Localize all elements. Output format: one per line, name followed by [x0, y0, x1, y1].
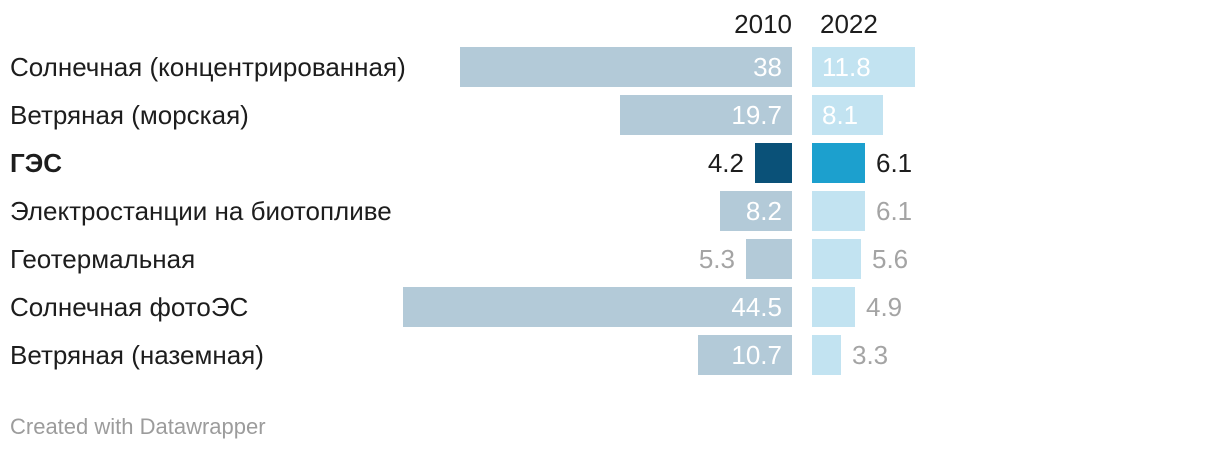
- value-2010: 38: [753, 52, 782, 82]
- value-2022: 4.9: [866, 292, 903, 322]
- category-label: Ветряная (морская): [10, 100, 249, 130]
- bar-2010: [698, 335, 792, 375]
- bar-2022: [812, 335, 841, 375]
- category-label: Электростанции на биотопливе: [10, 196, 392, 226]
- bar-2022: [812, 287, 855, 327]
- bar-2022: [812, 191, 865, 231]
- category-label: Геотермальная: [10, 244, 196, 274]
- chart-row: Ветряная (наземная) 10.7 3.3: [0, 335, 1220, 375]
- value-2010: 19.7: [731, 100, 782, 130]
- bar-2010: [746, 239, 792, 279]
- bar-2022: [812, 47, 915, 87]
- value-2022: 11.8: [822, 52, 871, 82]
- chart-row: Солнечная фотоЭС 44.5 4.9: [0, 287, 1220, 327]
- bar-2010: [620, 95, 792, 135]
- bar-2022: [812, 95, 883, 135]
- category-label: ГЭС: [10, 148, 63, 178]
- category-label: Солнечная фотоЭС: [10, 292, 249, 322]
- chart-row: Ветряная (морская) 19.7 8.1: [0, 95, 1220, 135]
- value-2022: 3.3: [852, 340, 889, 370]
- category-label: Ветряная (наземная): [10, 340, 264, 370]
- column-header-2022: 2022: [820, 9, 878, 39]
- value-2010: 4.2: [707, 148, 744, 178]
- value-2022: 5.6: [872, 244, 909, 274]
- bar-2010: [460, 47, 792, 87]
- value-2022: 6.1: [876, 196, 913, 226]
- bar-2022: [812, 239, 861, 279]
- chart-row: Геотермальная 5.3 5.6: [0, 239, 1220, 279]
- chart-row: ГЭС 4.2 6.1: [0, 143, 1220, 183]
- value-2010: 44.5: [731, 292, 782, 322]
- bar-2010: [755, 143, 792, 183]
- bar-2022: [812, 143, 865, 183]
- bar-2010: [403, 287, 792, 327]
- value-2010: 5.3: [698, 244, 735, 274]
- chart-row: Электростанции на биотопливе 8.2 6.1: [0, 191, 1220, 231]
- value-2022: 8.1: [822, 100, 859, 130]
- value-2022: 6.1: [876, 148, 913, 178]
- category-label: Солнечная (концентрированная): [10, 52, 406, 82]
- chart-row: Солнечная (концентрированная) 38 11.8: [0, 47, 1220, 87]
- value-2010: 10.7: [731, 340, 782, 370]
- datawrapper-credit-link[interactable]: Created with Datawrapper: [10, 414, 266, 439]
- value-2010: 8.2: [745, 196, 782, 226]
- bar-2010: [720, 191, 792, 231]
- column-header-2010: 2010: [734, 9, 792, 39]
